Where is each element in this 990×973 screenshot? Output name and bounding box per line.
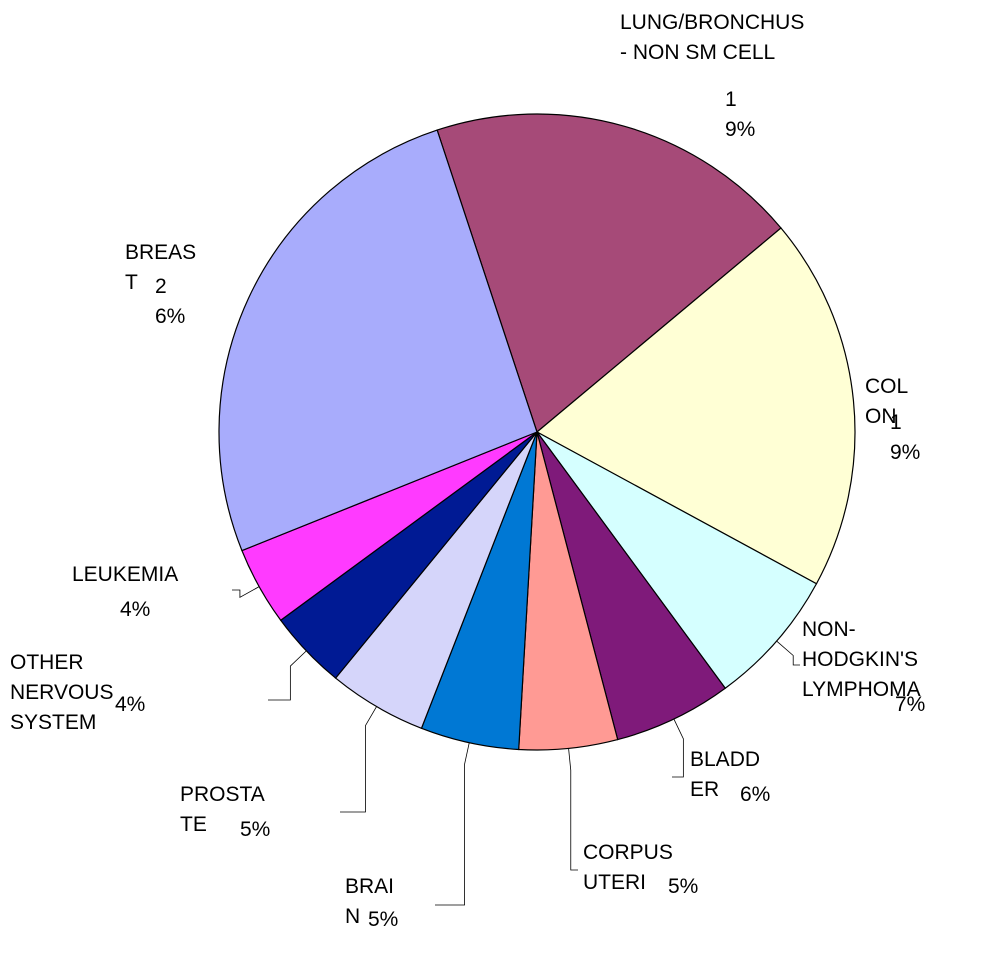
value-label: 4% [115,693,146,716]
leader-line [232,586,260,599]
pie-slice [218,129,538,552]
slice-label: BRAIN [345,875,395,928]
value-label: 26% [155,275,186,328]
slice-label: BREAST [125,241,197,294]
value-label: 5% [240,818,271,841]
leader-line [435,742,470,906]
slice-label: LUNG/BRONCHUS - NON SM CELL [620,11,805,64]
slice-label: NON-HODGKIN'S LYMPHOMA [802,618,921,701]
slice-label: CORPUS UTERI [583,841,673,894]
leader-line [268,650,307,701]
slice-label: LEUKEMIA [72,563,179,586]
leader-line [776,640,800,666]
value-label: 5% [668,875,699,898]
leader-line [672,718,684,778]
leader-line [568,748,578,871]
value-label: 7% [895,693,926,716]
slice-label: PROSTATE [180,783,265,836]
leader-line [340,706,377,813]
pie-slice [536,431,727,741]
slice-label: COLON [865,375,909,428]
pie-slice [535,227,856,585]
value-label: 5% [368,908,399,931]
value-label: 6% [740,783,771,806]
slice-label: OTHER NERVOUS SYSTEM [10,651,114,734]
value-label: 19% [725,88,756,141]
slice-label: BLADDER [690,748,761,801]
pie-slice [436,113,782,434]
value-label: 4% [120,598,151,621]
value-label: 19% [890,411,921,464]
